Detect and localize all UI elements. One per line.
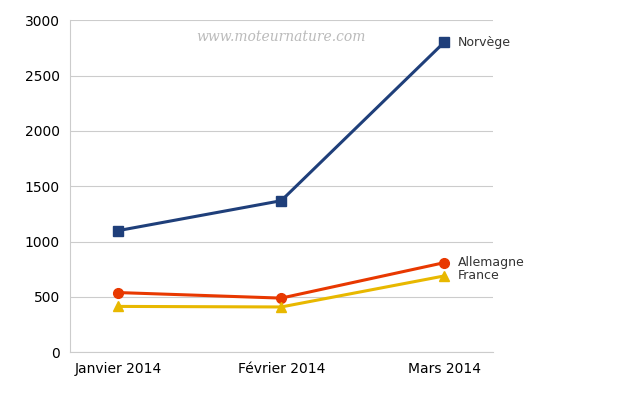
- Allemagne: [441, 260, 448, 265]
- Allemagne: [277, 296, 285, 301]
- Line: France: France: [114, 271, 449, 312]
- France: [441, 273, 448, 278]
- Norvège: [277, 198, 285, 203]
- France: [114, 304, 122, 309]
- Line: Norvège: Norvège: [114, 38, 449, 235]
- Text: Norvège: Norvège: [458, 36, 511, 49]
- Text: France: France: [458, 269, 500, 282]
- Line: Allemagne: Allemagne: [114, 258, 449, 303]
- Allemagne: [114, 290, 122, 295]
- Text: Allemagne: Allemagne: [458, 256, 525, 269]
- France: [277, 305, 285, 309]
- Text: www.moteurnature.com: www.moteurnature.com: [197, 30, 366, 44]
- Norvège: [441, 40, 448, 45]
- Norvège: [114, 228, 122, 233]
